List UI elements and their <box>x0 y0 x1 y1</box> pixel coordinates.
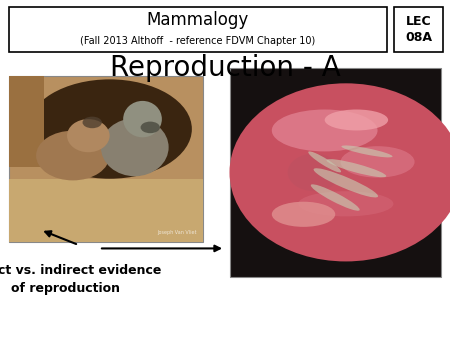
Ellipse shape <box>272 202 335 227</box>
Bar <box>394 7 443 52</box>
Ellipse shape <box>341 146 414 178</box>
Ellipse shape <box>325 110 388 130</box>
Ellipse shape <box>311 184 360 211</box>
Ellipse shape <box>101 118 169 176</box>
Ellipse shape <box>123 101 162 137</box>
Ellipse shape <box>67 119 110 152</box>
Ellipse shape <box>272 110 378 151</box>
Ellipse shape <box>288 153 341 191</box>
Text: of reproduction: of reproduction <box>11 283 120 295</box>
Ellipse shape <box>27 79 192 179</box>
Ellipse shape <box>327 159 386 177</box>
Text: (Fall 2013 Althoff  - reference FDVM Chapter 10): (Fall 2013 Althoff - reference FDVM Chap… <box>81 36 315 46</box>
Ellipse shape <box>140 122 160 133</box>
Bar <box>9 179 202 242</box>
Bar <box>230 68 441 277</box>
Text: LEC
08A: LEC 08A <box>405 15 432 44</box>
Ellipse shape <box>314 168 378 197</box>
Bar <box>9 7 387 52</box>
Ellipse shape <box>298 191 393 216</box>
Ellipse shape <box>82 117 102 128</box>
Bar <box>9 76 44 167</box>
Ellipse shape <box>308 151 341 172</box>
Ellipse shape <box>342 145 392 158</box>
Text: Joseph Van Vliet: Joseph Van Vliet <box>157 230 197 235</box>
Bar <box>9 76 202 242</box>
Text: Direct vs. indirect evidence: Direct vs. indirect evidence <box>0 264 162 277</box>
Text: Reproduction - A: Reproduction - A <box>110 54 340 81</box>
Ellipse shape <box>230 83 450 262</box>
Text: Mammalogy: Mammalogy <box>147 10 249 28</box>
Ellipse shape <box>36 131 110 180</box>
